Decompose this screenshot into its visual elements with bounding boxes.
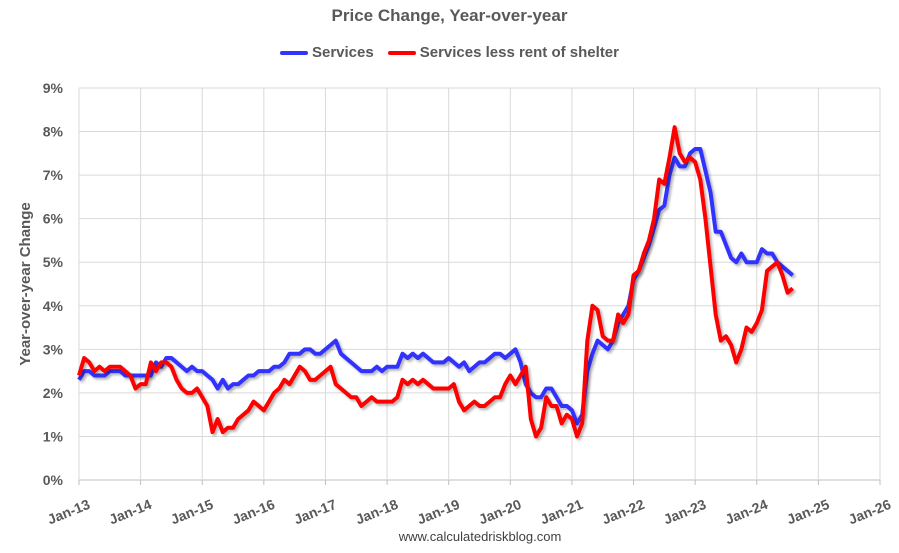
x-tick-label: Jan-17 <box>291 496 338 528</box>
x-tick-label: Jan-23 <box>661 496 708 528</box>
chart-title: Price Change, Year-over-year <box>331 6 568 25</box>
series-line-services <box>77 146 795 426</box>
y-tick-label: 9% <box>43 80 64 96</box>
x-tick-label: Jan-15 <box>168 496 215 528</box>
legend-swatch-services-less-shelter <box>387 50 416 55</box>
x-tick-label: Jan-26 <box>846 496 893 528</box>
legend-item-services: Services <box>279 44 374 61</box>
x-tick-label: Jan-20 <box>476 496 523 528</box>
x-tick-label: Jan-14 <box>107 496 154 528</box>
y-tick-label: 5% <box>43 254 64 270</box>
footer-source: www.calculatedriskblog.com <box>398 529 562 544</box>
x-tick-label: Jan-21 <box>538 496 585 528</box>
y-tick-label: 7% <box>43 167 64 183</box>
legend-label-services-less-shelter: Services less rent of shelter <box>419 44 619 61</box>
y-tick-label: 2% <box>43 385 64 401</box>
x-tick-label: Jan-19 <box>415 496 462 528</box>
y-tick-label: 1% <box>43 428 64 444</box>
y-axis-label: Year-over-year Change <box>17 202 34 365</box>
y-tick-label: 8% <box>43 124 64 140</box>
legend: Services Services less rent of shelter <box>0 44 899 61</box>
x-tick-label: Jan-24 <box>723 496 770 528</box>
series-line-services-less-shelter <box>77 125 795 439</box>
y-tick-label: 4% <box>43 298 64 314</box>
x-tick-label: Jan-16 <box>230 496 277 528</box>
x-tick-label: Jan-13 <box>45 496 92 528</box>
legend-label-services: Services <box>311 44 374 61</box>
y-tick-label: 0% <box>43 472 64 488</box>
x-tick-label: Jan-18 <box>353 496 400 528</box>
legend-item-services-less-shelter: Services less rent of shelter <box>387 44 619 61</box>
y-tick-label: 6% <box>43 211 64 227</box>
legend-swatch-services <box>279 50 308 55</box>
y-tick-label: 3% <box>43 341 64 357</box>
x-tick-label: Jan-25 <box>784 496 831 528</box>
x-tick-label: Jan-22 <box>600 496 647 528</box>
